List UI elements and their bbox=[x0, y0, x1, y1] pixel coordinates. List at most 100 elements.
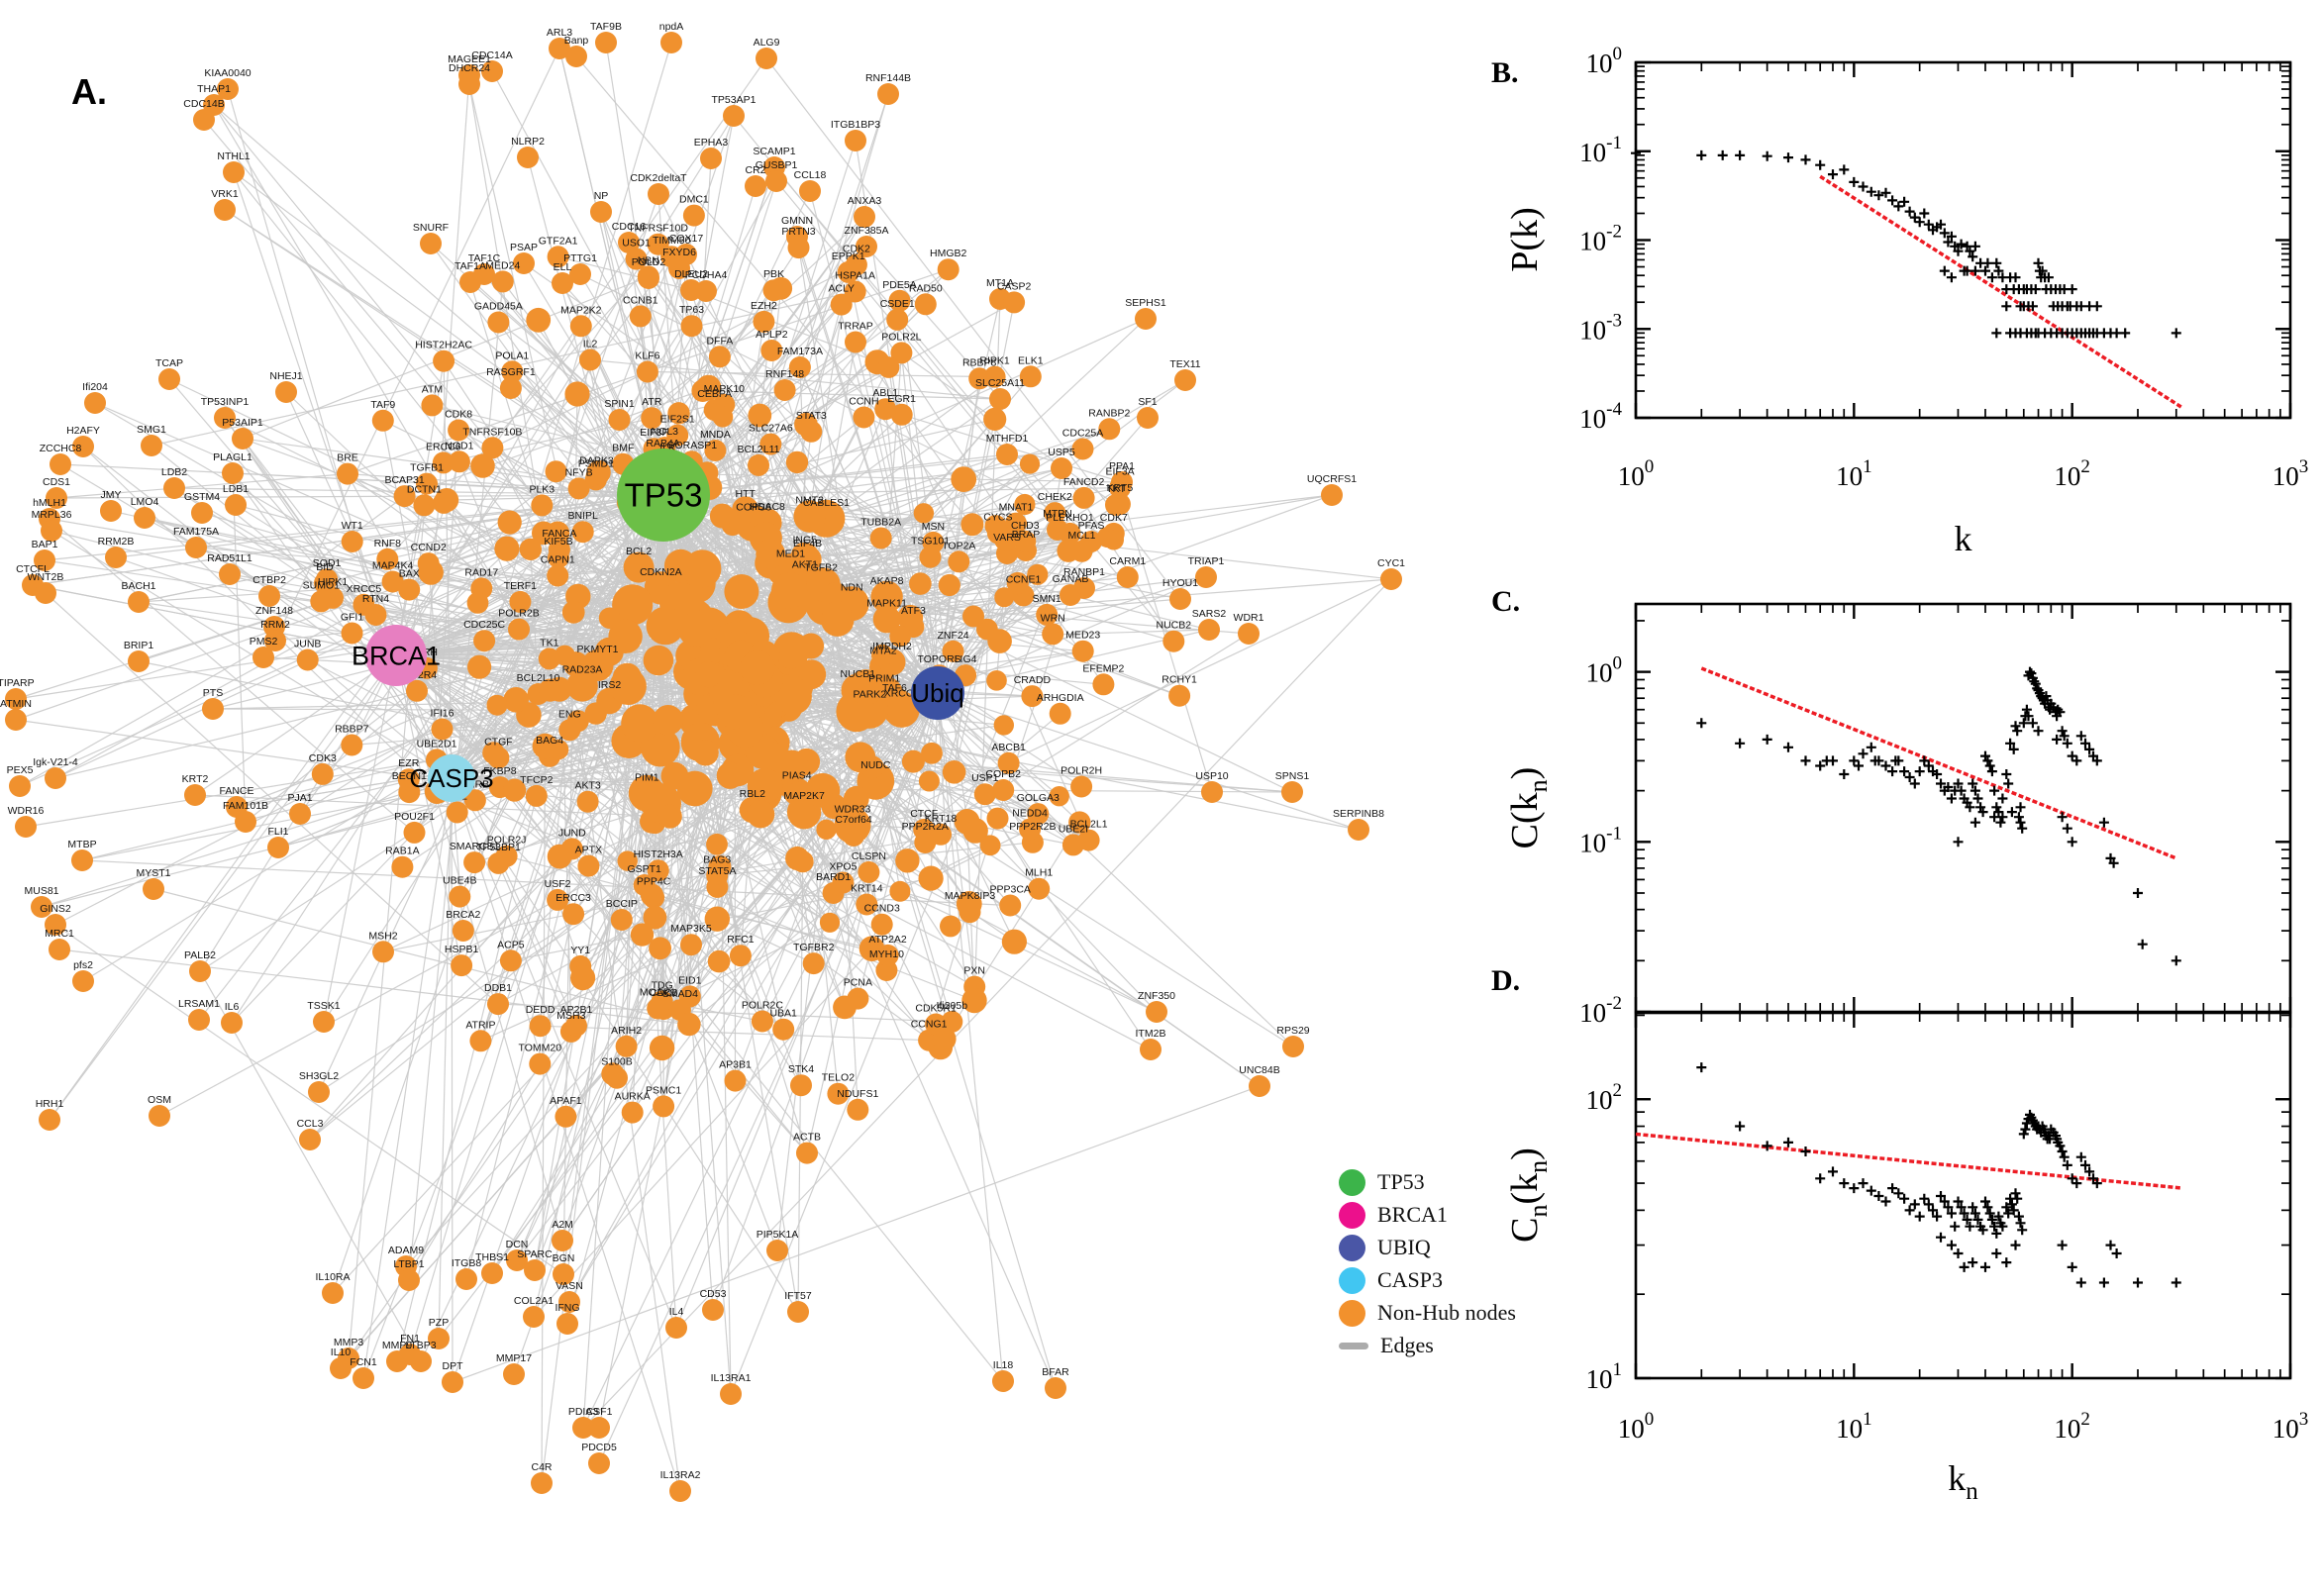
network-node bbox=[983, 365, 1006, 388]
network-node bbox=[871, 644, 894, 667]
network-node-label: TRIAP1 bbox=[1188, 555, 1225, 567]
network-node-label: NEDD4 bbox=[1012, 808, 1048, 820]
network-node-label: HMGB2 bbox=[930, 248, 967, 259]
network-node bbox=[341, 734, 363, 756]
network-node bbox=[566, 710, 589, 733]
network-node-label: KRT5 bbox=[1107, 482, 1134, 494]
network-node-label: ENG bbox=[558, 708, 581, 720]
network-node-label: PSAP bbox=[510, 242, 538, 253]
network-node bbox=[552, 272, 573, 294]
legend-item-label: CASP3 bbox=[1377, 1267, 1444, 1292]
network-node bbox=[858, 936, 885, 961]
network-node bbox=[571, 521, 594, 544]
network-node bbox=[45, 767, 66, 789]
tick-label: 102 bbox=[1586, 1080, 1623, 1115]
network-node-label: PLK3 bbox=[529, 483, 555, 495]
network-node bbox=[637, 265, 659, 288]
hub-node-label: TP53 bbox=[625, 477, 703, 514]
network-node bbox=[526, 307, 552, 333]
network-node-label: MNAT1 bbox=[999, 502, 1034, 514]
network-node-label: OSM bbox=[148, 1094, 171, 1106]
network-node-label: APAF1 bbox=[550, 1095, 582, 1107]
network-node-label: GADD45A bbox=[474, 301, 523, 313]
network-node-label: LDB1 bbox=[223, 483, 249, 495]
network-node bbox=[547, 246, 569, 268]
network-node-label: UNC84B bbox=[1239, 1064, 1279, 1076]
network-node bbox=[72, 970, 94, 992]
network-node-label: POLR2L bbox=[881, 331, 921, 343]
network-node bbox=[71, 849, 93, 871]
network-node-label: BARD1 bbox=[816, 871, 851, 883]
network-node bbox=[223, 161, 245, 183]
network-node-label: CCL3 bbox=[297, 1118, 324, 1130]
network-node bbox=[296, 648, 319, 671]
network-node bbox=[707, 949, 731, 973]
network-node bbox=[34, 549, 55, 571]
network-node bbox=[618, 232, 640, 253]
network-node bbox=[1238, 623, 1260, 645]
network-node-label: RAD51L1 bbox=[207, 552, 252, 564]
network-node-label: BRE bbox=[337, 452, 358, 464]
fit-line bbox=[1819, 174, 2183, 410]
network-node-label: BAP1 bbox=[32, 539, 58, 550]
network-node-label: C7orf64 bbox=[835, 814, 872, 826]
network-node bbox=[481, 60, 503, 82]
network-node bbox=[517, 147, 539, 168]
network-node-label: NHEJ1 bbox=[269, 370, 302, 382]
network-node bbox=[897, 604, 924, 631]
network-node-label: HIPK1 bbox=[318, 576, 349, 588]
network-node-label: CTCF bbox=[910, 808, 938, 820]
network-node bbox=[458, 73, 480, 95]
network-node-label: CDC14A bbox=[471, 50, 512, 61]
network-node bbox=[986, 670, 1007, 691]
network-node bbox=[473, 630, 496, 652]
network-node-label: XRCC6 bbox=[884, 688, 920, 700]
network-node-label: EZR bbox=[398, 757, 419, 769]
network-node-label: NMT2 bbox=[795, 495, 824, 507]
network-node-label: BECN1 bbox=[392, 770, 427, 782]
network-node bbox=[503, 687, 529, 713]
network-node bbox=[134, 507, 155, 529]
network-node bbox=[289, 803, 311, 825]
network-node bbox=[617, 850, 638, 871]
network-node-label: IL10RA bbox=[315, 1271, 350, 1283]
network-node bbox=[1108, 493, 1131, 516]
network-node bbox=[717, 694, 753, 730]
network-node-label: IFT57 bbox=[784, 1290, 812, 1302]
network-node bbox=[487, 993, 509, 1016]
network-node-label: SMN1 bbox=[1033, 593, 1061, 605]
network-node-label: ACP5 bbox=[497, 939, 525, 950]
network-node bbox=[482, 742, 505, 764]
network-node-label: CDC25A bbox=[1062, 428, 1103, 440]
network-node bbox=[895, 848, 920, 873]
network-node bbox=[942, 640, 964, 662]
network-node bbox=[609, 667, 647, 705]
network-node bbox=[1098, 418, 1121, 441]
network-node bbox=[999, 894, 1022, 917]
network-node bbox=[1060, 584, 1081, 606]
network-node bbox=[469, 1030, 492, 1052]
network-node-label: SNURF bbox=[413, 222, 449, 234]
network-node-label: HSPA1A bbox=[835, 270, 875, 282]
network-node-label: PPP2R2A bbox=[902, 821, 949, 833]
network-node-label: IRS2 bbox=[598, 679, 622, 691]
network-node-label: ZNF350 bbox=[1138, 990, 1175, 1002]
network-node-label: PDIA3 bbox=[568, 1406, 599, 1418]
network-node bbox=[448, 419, 470, 442]
network-node bbox=[508, 618, 530, 641]
network-node-label: MED1 bbox=[776, 548, 805, 559]
network-node-label: CD53 bbox=[700, 1288, 727, 1300]
network-node-label: EFEMP2 bbox=[1082, 662, 1124, 674]
network-node-label: WRN bbox=[1041, 612, 1065, 624]
network-node bbox=[569, 315, 592, 338]
network-node-label: GTF2A1 bbox=[539, 235, 578, 247]
network-node-label: SLC25A11 bbox=[975, 377, 1025, 389]
network-node bbox=[709, 503, 735, 529]
network-node bbox=[406, 679, 428, 702]
fit-line bbox=[1700, 666, 2177, 860]
network-node-label: NBN bbox=[638, 254, 659, 266]
network-node-label: EIF3A bbox=[1106, 466, 1135, 478]
network-node-label: VASN bbox=[556, 1280, 583, 1292]
network-node-label: MLH1 bbox=[1025, 867, 1053, 879]
network-node bbox=[692, 740, 719, 766]
